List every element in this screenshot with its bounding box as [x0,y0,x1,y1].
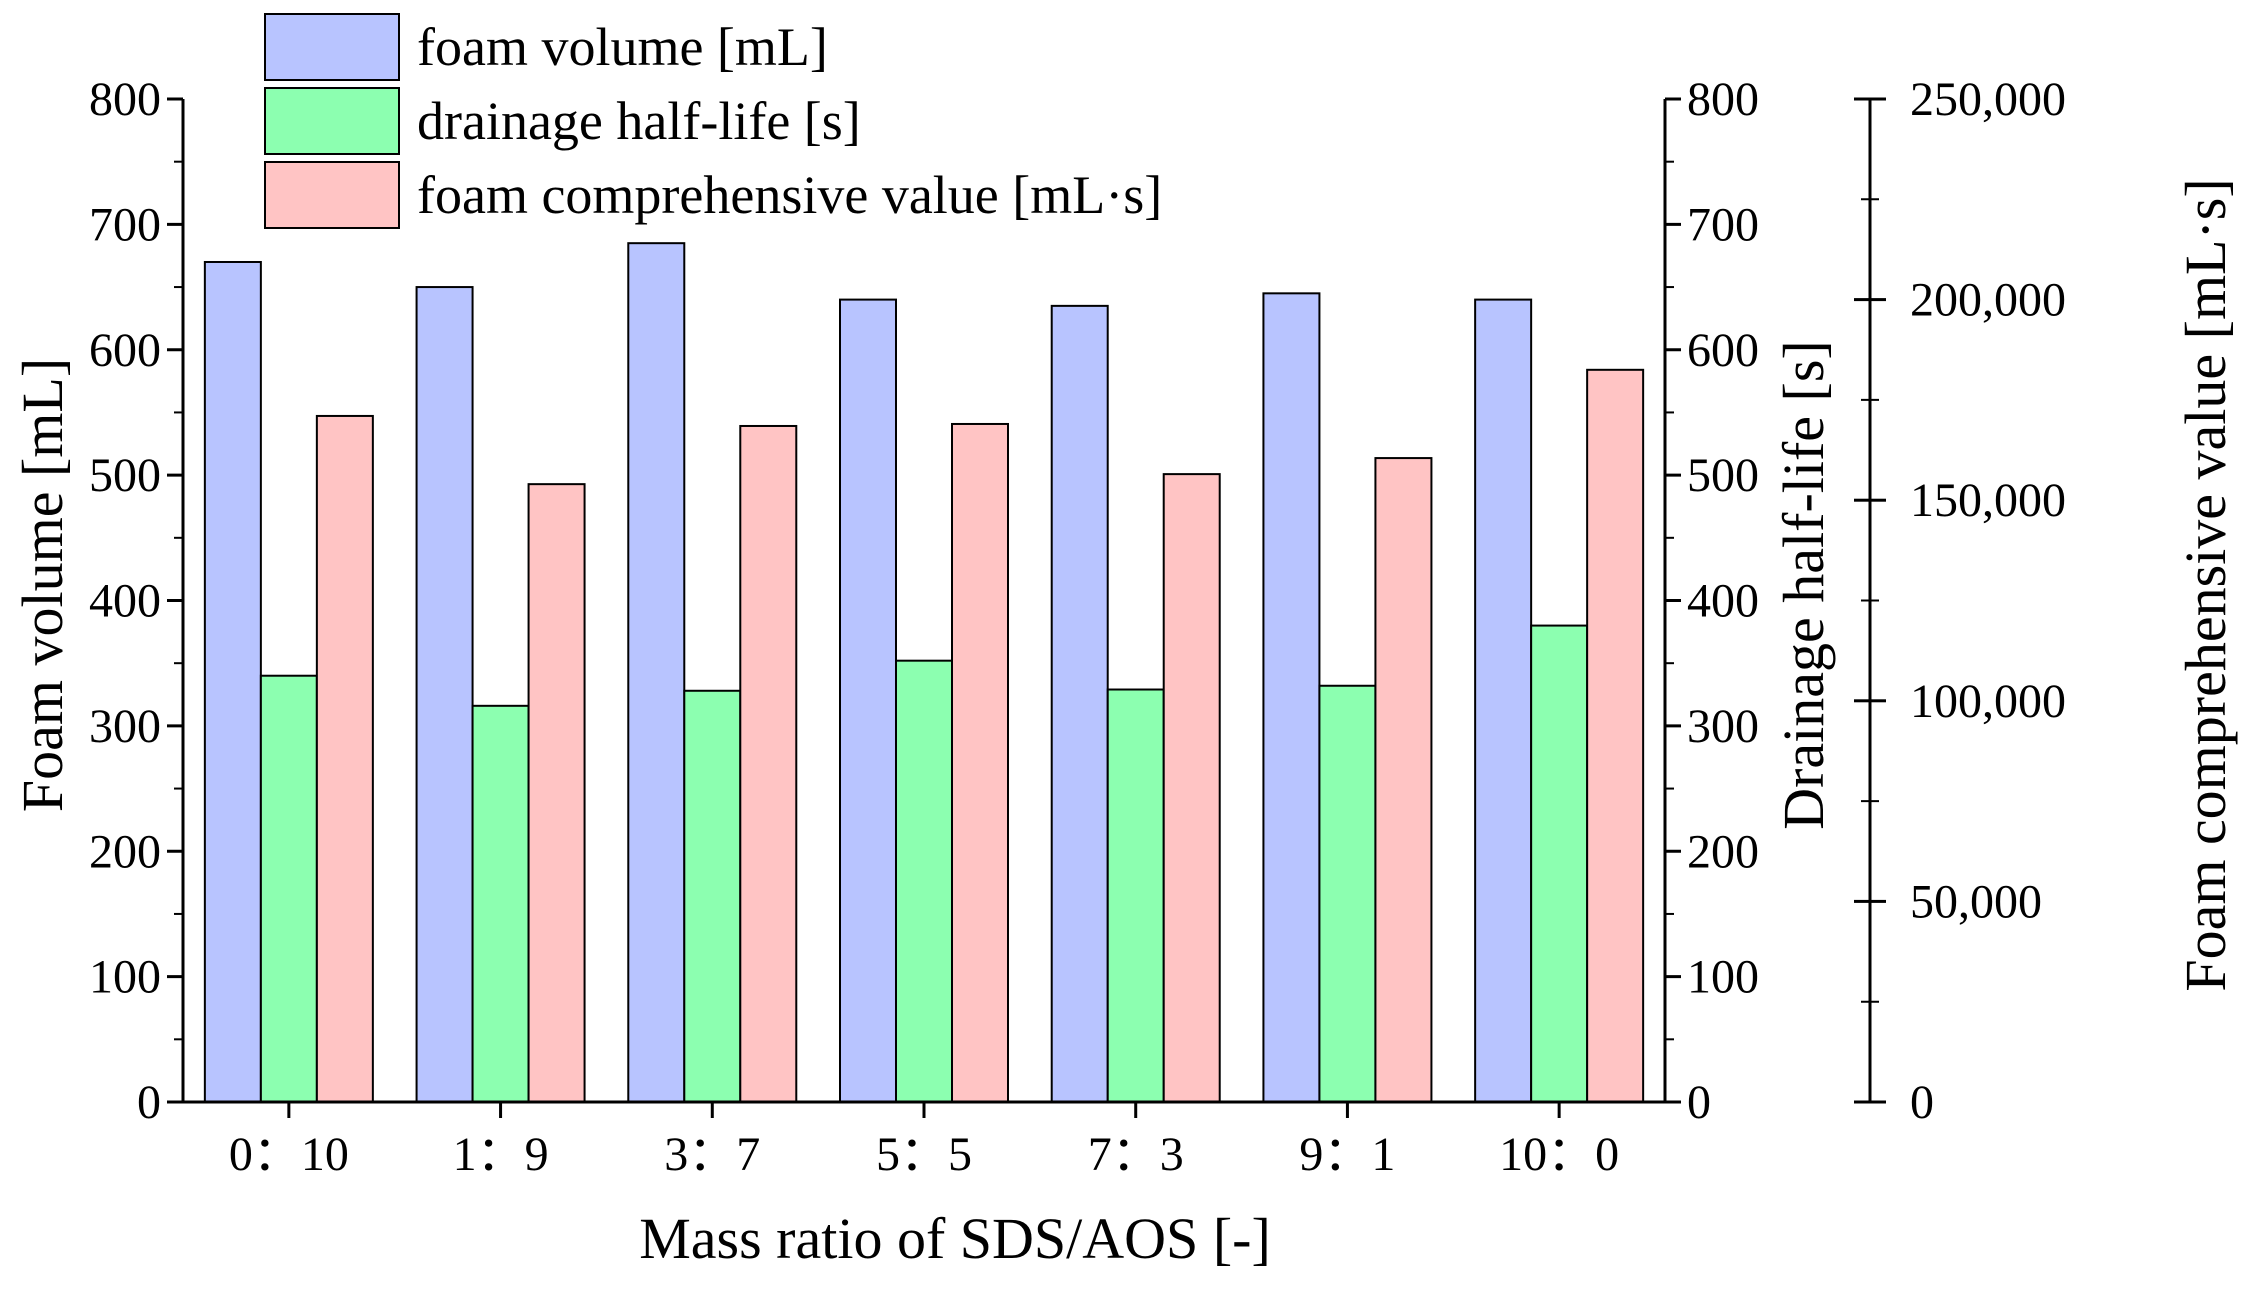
left-tick-label: 0 [137,1076,161,1129]
bars-group [203,242,1645,1104]
bar-left-2 [627,242,686,1103]
middle-tick-label: 100 [1687,951,1759,1004]
x-tick-label: 10：0 [1499,1128,1619,1181]
middle-tick-label: 200 [1687,825,1759,878]
x-tick-label: 9：1 [1299,1128,1395,1181]
right-tick-label: 100,000 [1910,675,2066,728]
middle-tick-label: 600 [1687,324,1759,377]
left-tick-label: 700 [89,198,161,251]
axes-group: 0 100 200 300 400 500 600 700 800 0 100 200 300 400 50… [89,73,2066,1181]
bar-left-6 [1474,298,1533,1104]
left-tick-label: 800 [89,73,161,126]
bar-left-4 [1050,304,1109,1103]
bar-middle-4 [1106,688,1165,1103]
right-tick-label: 200,000 [1910,274,2066,327]
middle-axis-title: Drainage half-life [s] [1771,340,1836,830]
x-tick-label: 3：7 [664,1128,760,1181]
legend-label-middle: drainage half-life [s] [417,91,861,151]
bar-middle-6 [1530,624,1589,1103]
bar-right-6 [1586,368,1645,1103]
legend: foam volume [mL] drainage half-life [s] fo… [264,13,1162,229]
bar-right-5 [1374,457,1433,1104]
bar-right-1 [527,483,586,1104]
bar-right-3 [951,422,1009,1103]
legend-label-left: foam volume [mL] [417,17,828,77]
right-tick-label: 250,000 [1910,73,2066,126]
middle-tick-label: 800 [1687,73,1759,126]
middle-tick-label: 700 [1687,198,1759,251]
legend-swatch-left [264,13,400,81]
right-tick-label: 50,000 [1910,875,2042,928]
bar-middle-1 [471,704,530,1103]
bar-left-5 [1262,292,1321,1103]
legend-label-right: foam comprehensive value [mL·s] [417,165,1162,225]
bar-middle-5 [1318,684,1377,1103]
left-tick-label: 300 [89,700,161,753]
legend-swatch-middle [264,87,400,155]
bar-left-3 [839,298,897,1104]
left-tick-label: 400 [89,575,161,628]
x-tick-label: 0：10 [229,1128,349,1181]
bar-left-1 [415,286,474,1103]
bar-left-0 [203,260,262,1103]
bar-right-0 [315,414,374,1103]
x-tick-label: 5：5 [876,1128,972,1181]
x-tick-label: 1：9 [453,1128,549,1181]
left-tick-label: 500 [89,449,161,502]
middle-tick-label: 500 [1687,449,1759,502]
middle-tick-label: 400 [1687,575,1759,628]
right-axis-title: Foam comprehensive value [mL·s] [2173,178,2238,991]
x-tick-label: 7：3 [1088,1128,1184,1181]
bar-right-2 [739,424,798,1103]
bar-middle-2 [683,689,742,1104]
left-tick-label: 200 [89,825,161,878]
bar-middle-0 [259,674,318,1103]
left-axis-title: Foam volume [mL] [10,358,75,812]
x-axis-title: Mass ratio of SDS/AOS [-] [639,1206,1271,1271]
right-tick-label: 150,000 [1910,474,2066,527]
bar-middle-3 [895,659,953,1103]
middle-tick-label: 0 [1687,1076,1711,1129]
middle-tick-label: 300 [1687,700,1759,753]
legend-swatch-right [264,161,400,229]
bar-right-4 [1162,473,1221,1103]
right-tick-label: 0 [1910,1076,1934,1129]
left-tick-label: 600 [89,324,161,377]
left-tick-label: 100 [89,951,161,1004]
